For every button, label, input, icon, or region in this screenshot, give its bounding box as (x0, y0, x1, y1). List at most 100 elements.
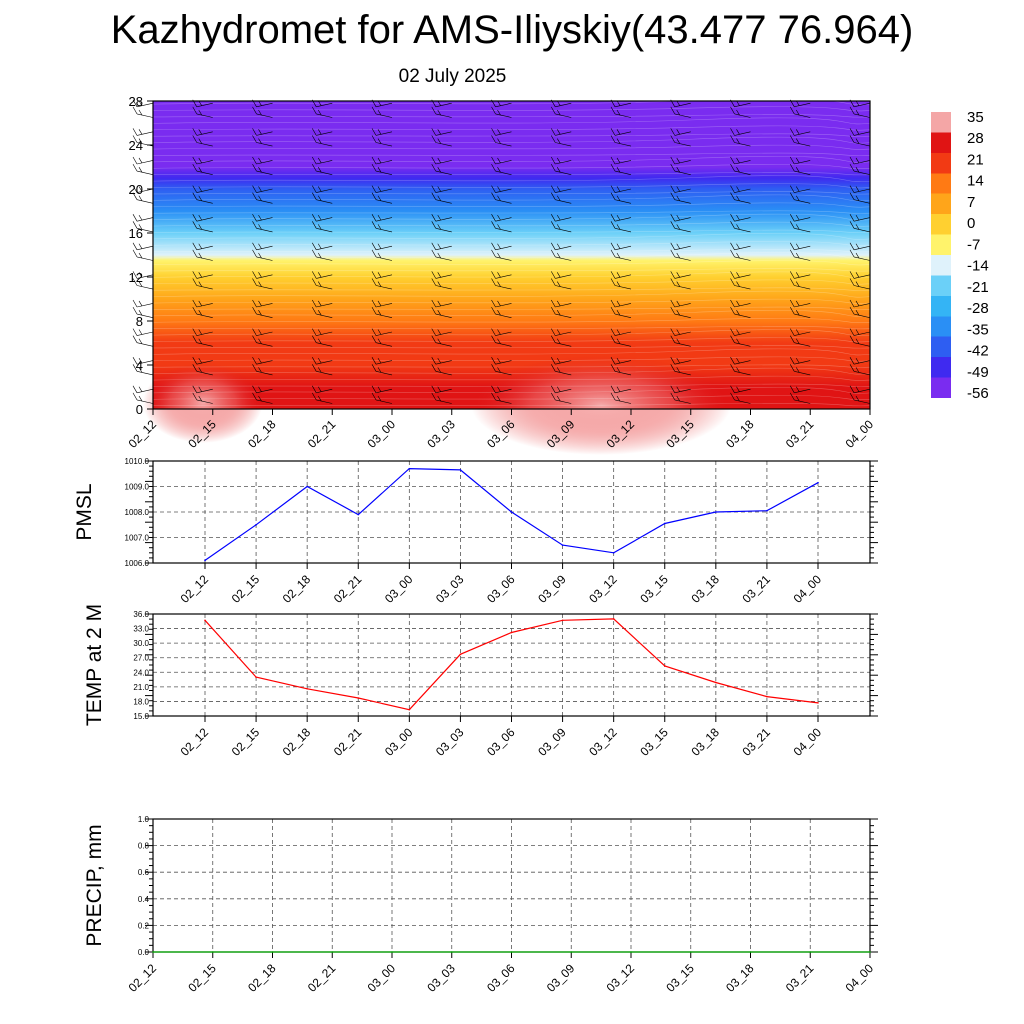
wind-barb-flag (132, 163, 138, 172)
wind-barb (849, 364, 871, 376)
wind-barb-flag (795, 129, 800, 135)
x-tick-label: 03_12 (586, 572, 620, 606)
y-tick-label: 1008.0 (125, 508, 150, 517)
wind-barb-shaft (256, 274, 273, 279)
wind-barb-flag (550, 214, 556, 222)
colorbar-label: 21 (967, 151, 984, 168)
wind-barb (252, 214, 273, 222)
wind-barb-flag (616, 157, 621, 164)
wind-barb-flag (855, 338, 860, 344)
wind-barb-flag (855, 367, 860, 373)
contour-line (152, 403, 871, 407)
x-tick-label: 02_12 (178, 725, 212, 759)
wind-barb-flag (431, 357, 437, 365)
wind-barb-shaft (734, 142, 751, 147)
wind-barb-flag (431, 156, 437, 165)
wind-barb-flag (670, 156, 676, 165)
x-tick-label: 04_00 (791, 572, 825, 606)
wind-barb (371, 192, 393, 204)
wind-barb-flag (795, 310, 800, 316)
y-tick-label: 36.0 (133, 610, 149, 619)
heatmap-x-tick-label: 03_00 (365, 417, 399, 451)
wind-barb (132, 335, 154, 347)
wind-barb-flag (676, 338, 681, 344)
wind-barb-shaft (375, 131, 393, 136)
wind-barb-shaft (256, 160, 273, 165)
wind-barb-shaft (555, 113, 572, 118)
wind-barb (192, 128, 213, 136)
wind-barb-flag (789, 335, 795, 343)
wind-barb (311, 385, 333, 394)
wind-barb-flag (676, 272, 681, 278)
wind-barb-flag (670, 364, 676, 372)
wind-barb-flag (616, 109, 621, 116)
wind-barb-shaft (853, 274, 871, 279)
wind-barb-flag (252, 385, 257, 393)
wind-barb (849, 306, 871, 318)
wind-barb (849, 335, 871, 347)
wind-barb (252, 249, 273, 261)
wind-barb-flag (855, 252, 860, 259)
contour-line (152, 249, 871, 253)
wind-barb-flag (550, 163, 556, 172)
wind-barb-flag (730, 106, 735, 115)
wind-barb-flag (132, 185, 138, 193)
wind-barb (371, 185, 393, 193)
y-tick-label: 0.0 (138, 948, 150, 957)
wind-barb-flag (192, 242, 198, 250)
wind-barb-flag (556, 129, 561, 135)
wind-barb-shaft (196, 245, 213, 251)
wind-barb-flag (437, 386, 442, 392)
wind-barb-flag (371, 392, 377, 401)
wind-barb-shaft (375, 303, 393, 308)
wind-barb-flag (610, 335, 616, 343)
wind-barb (371, 271, 393, 279)
wind-barb (491, 163, 512, 175)
wind-barb (132, 106, 154, 118)
wind-barb-flag (616, 338, 621, 344)
wind-barb-shaft (853, 102, 871, 108)
wind-barb-flag (317, 109, 322, 116)
contour-line (152, 117, 871, 125)
contour-line (152, 337, 871, 343)
wind-barb-shaft (734, 313, 751, 318)
wind-barb-shaft (375, 228, 393, 233)
data-point (306, 688, 308, 690)
wind-barb-flag (550, 306, 556, 315)
wind-barb-shaft (316, 102, 333, 108)
heatmap-x-tick-label: 03_18 (723, 417, 757, 451)
wind-barb-shaft (435, 371, 452, 376)
wind-barb-flag (377, 300, 382, 307)
wind-barb-flag (317, 357, 322, 364)
colorbar-bar (931, 112, 951, 398)
wind-barb (491, 249, 512, 261)
wind-barb-shaft (375, 142, 393, 147)
wind-barb-shaft (136, 160, 154, 165)
wind-barb-shaft (136, 313, 154, 318)
wind-barb-flag (431, 299, 437, 308)
wind-barb-flag (550, 364, 556, 372)
wind-barb (550, 214, 572, 222)
wind-barb-flag (795, 386, 800, 392)
wind-barb-flag (317, 243, 322, 249)
wind-barb (550, 221, 572, 233)
wind-barb-flag (730, 249, 735, 258)
wind-barb (849, 106, 871, 118)
wind-barb (670, 328, 691, 336)
wind-barb-shaft (614, 160, 632, 165)
wind-barb-shaft (256, 313, 273, 318)
wind-barb-shaft (495, 360, 512, 365)
wind-barb-flag (371, 278, 377, 286)
wind-barb-flag (491, 106, 496, 115)
wind-barb-shaft (435, 170, 452, 175)
wind-barb-flag (670, 392, 676, 401)
wind-barb-flag (437, 138, 442, 144)
wind-barb-shaft (256, 285, 273, 290)
wind-barb-shaft (614, 399, 632, 404)
wind-barb (371, 214, 393, 222)
wind-barb-flag (491, 364, 496, 372)
wind-barb-shaft (435, 160, 452, 165)
wind-barb (730, 106, 751, 118)
wind-barb (431, 242, 452, 251)
wind-barb-shaft (614, 199, 632, 204)
